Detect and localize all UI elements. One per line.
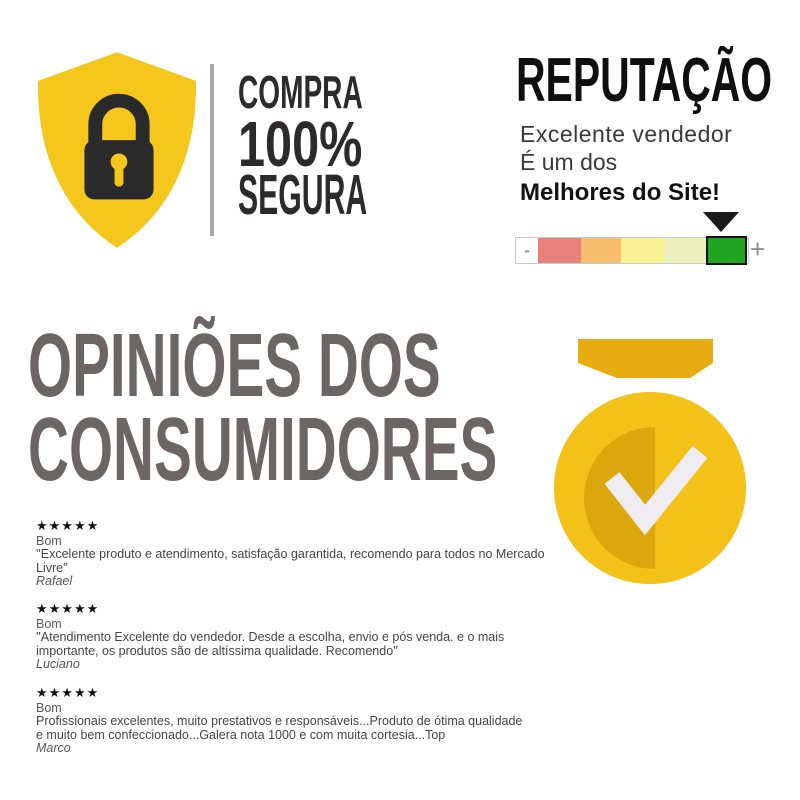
review-author: Rafael xyxy=(36,574,73,588)
reputation-pointer-triangle-icon xyxy=(703,212,739,232)
scale-segment-light-green xyxy=(664,238,706,263)
secure-shield-lock-icon xyxy=(38,52,196,248)
reputation-title: REPUTAÇÃO xyxy=(516,46,773,115)
scale-segment-green-current xyxy=(706,236,747,265)
gold-medal-check-icon xyxy=(554,339,746,584)
review-rating-label: Bom xyxy=(36,701,62,715)
scale-plus-label: + xyxy=(750,234,766,264)
opinions-heading-line1: OPINIÕES DOS xyxy=(28,316,441,416)
review-item: ★★★★★ Bom ''Excelente produto e atendime… xyxy=(36,519,616,589)
reputation-subtitle-2: É um dos xyxy=(520,149,618,175)
star-rating-icon: ★★★★★ xyxy=(36,601,100,616)
review-rating-label: Bom xyxy=(36,534,62,548)
scale-segment-red xyxy=(538,238,581,263)
lock-keyhole xyxy=(110,153,128,171)
scale-segment-neutral: - xyxy=(516,238,538,263)
medal-ribbon xyxy=(578,339,713,378)
secure-purchase-line1: COMPRA xyxy=(238,66,363,118)
vertical-divider xyxy=(210,64,214,236)
secure-purchase-line2: 100% xyxy=(238,108,363,180)
review-body: ''Excelente produto e atendimento, satis… xyxy=(36,547,545,575)
review-body: ''Atendimento Excelente do vendedor. Des… xyxy=(36,630,505,658)
medal-checkmark xyxy=(604,446,708,536)
opinions-heading: OPINIÕES DOS CONSUMIDORES xyxy=(28,316,498,500)
lock-shackle xyxy=(88,93,150,144)
opinions-heading-line2: CONSUMIDORES xyxy=(28,400,498,500)
star-rating-icon: ★★★★★ xyxy=(36,685,100,700)
review-item: ★★★★★ Bom ''Atendimento Excelente do ven… xyxy=(36,602,616,672)
star-rating-icon: ★★★★★ xyxy=(36,518,100,533)
reputation-subtitle-3: Melhores do Site! xyxy=(520,179,721,206)
review-body: Profissionais excelentes, muito prestati… xyxy=(36,714,523,742)
scale-segment-yellow xyxy=(621,238,664,263)
review-author: Luciano xyxy=(36,657,80,671)
review-author: Marco xyxy=(36,741,71,755)
reputation-subtitle-1: Excelente vendedor xyxy=(520,121,733,147)
scale-segment-orange xyxy=(581,238,621,263)
reputation-scale-bar: - xyxy=(515,236,749,265)
review-rating-label: Bom xyxy=(36,617,62,631)
lock-keyhole-stem xyxy=(114,163,124,187)
review-item: ★★★★★ Bom Profissionais excelentes, muit… xyxy=(36,686,616,756)
secure-purchase-line3: SEGURA xyxy=(238,163,368,227)
